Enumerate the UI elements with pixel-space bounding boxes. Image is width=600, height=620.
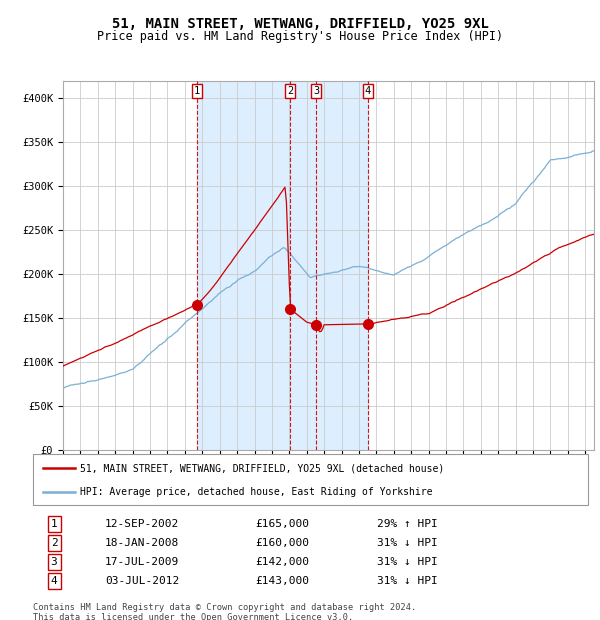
Text: 3: 3 <box>51 557 58 567</box>
Text: 2: 2 <box>51 538 58 548</box>
Text: 29% ↑ HPI: 29% ↑ HPI <box>377 519 438 529</box>
Text: 2: 2 <box>287 86 293 96</box>
Text: Price paid vs. HM Land Registry's House Price Index (HPI): Price paid vs. HM Land Registry's House … <box>97 30 503 43</box>
Text: £143,000: £143,000 <box>255 577 309 587</box>
Text: 03-JUL-2012: 03-JUL-2012 <box>105 577 179 587</box>
FancyBboxPatch shape <box>33 454 588 505</box>
Text: 17-JUL-2009: 17-JUL-2009 <box>105 557 179 567</box>
Text: 31% ↓ HPI: 31% ↓ HPI <box>377 577 438 587</box>
Text: 31% ↓ HPI: 31% ↓ HPI <box>377 557 438 567</box>
Text: 4: 4 <box>51 577 58 587</box>
Bar <box>197 81 368 450</box>
Text: Contains HM Land Registry data © Crown copyright and database right 2024.
This d: Contains HM Land Registry data © Crown c… <box>33 603 416 620</box>
Text: 12-SEP-2002: 12-SEP-2002 <box>105 519 179 529</box>
Text: HPI: Average price, detached house, East Riding of Yorkshire: HPI: Average price, detached house, East… <box>80 487 433 497</box>
Text: £160,000: £160,000 <box>255 538 309 548</box>
Text: 51, MAIN STREET, WETWANG, DRIFFIELD, YO25 9XL (detached house): 51, MAIN STREET, WETWANG, DRIFFIELD, YO2… <box>80 463 445 473</box>
Text: 31% ↓ HPI: 31% ↓ HPI <box>377 538 438 548</box>
Text: 1: 1 <box>51 519 58 529</box>
Text: 1: 1 <box>194 86 200 96</box>
Text: 3: 3 <box>313 86 319 96</box>
Text: 18-JAN-2008: 18-JAN-2008 <box>105 538 179 548</box>
Text: £142,000: £142,000 <box>255 557 309 567</box>
Text: 4: 4 <box>365 86 371 96</box>
Text: £165,000: £165,000 <box>255 519 309 529</box>
Text: 51, MAIN STREET, WETWANG, DRIFFIELD, YO25 9XL: 51, MAIN STREET, WETWANG, DRIFFIELD, YO2… <box>112 17 488 32</box>
